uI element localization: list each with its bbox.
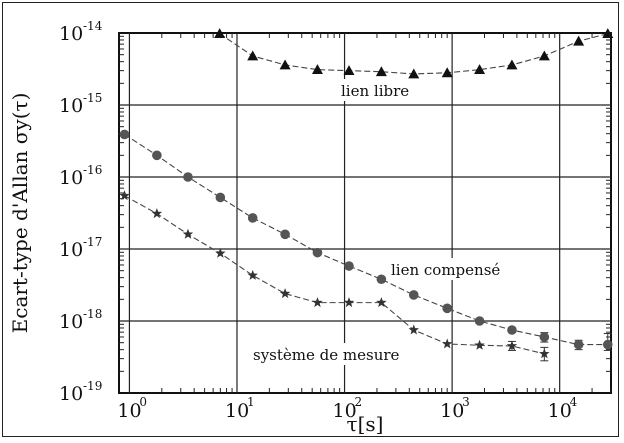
data-point-star [151, 208, 163, 219]
data-point-triangle [538, 50, 550, 61]
data-point-triangle [311, 64, 323, 75]
data-point-circle [312, 247, 323, 258]
x-tick-labels: 100 101 102 103 104 [117, 395, 577, 422]
data-point-circle [376, 274, 387, 285]
data-point-triangle [247, 50, 259, 61]
data-point-circle [344, 261, 354, 271]
x-tick-label: 100 [117, 395, 147, 422]
annotation-lien-libre: lien libre [341, 82, 409, 100]
y-tick-base: 10 [59, 383, 83, 405]
x-tick-label: 104 [548, 395, 578, 422]
y-tick-label: 10 -15 [59, 91, 102, 117]
data-point-circle [119, 129, 130, 140]
y-tick-base: 10 [59, 239, 83, 261]
data-point-triangle [279, 59, 291, 70]
x-tick-exponent: 4 [570, 395, 578, 409]
figure-frame: 10 -14 10 -15 10 -16 10 -17 10 -18 10 -19 10 0 10 1 10 2… [2, 2, 619, 437]
series-line-syst-me-de-mesure [124, 195, 545, 355]
data-point-triangle [343, 65, 355, 76]
y-tick-base: 10 [59, 311, 83, 333]
data-point-circle [183, 172, 193, 182]
annotation-bg-lien-libre [337, 79, 449, 101]
x-tick-label: 103 [440, 395, 470, 422]
x-axis-title: τ[s] [347, 412, 384, 436]
data-point-star [312, 297, 323, 308]
data-point-circle [507, 325, 517, 335]
y-tick-label: 10 -18 [59, 307, 102, 333]
data-point-circle [573, 339, 584, 350]
x-tick-exponent: 3 [462, 395, 470, 409]
y-tick-base: 10 [59, 23, 83, 45]
data-point-star [408, 324, 419, 335]
series-syst-me-de-mesure [119, 190, 550, 362]
data-point-triangle [214, 28, 226, 39]
y-tick-exponent: -18 [83, 307, 102, 321]
y-tick-label: 10 -16 [59, 163, 102, 189]
data-point-circle [602, 339, 613, 350]
annotation-systeme-de-mesure: système de mesure [253, 346, 400, 364]
x-tick-exponent: 2 [355, 395, 363, 409]
data-point-triangle [441, 67, 453, 78]
data-point-circle [408, 290, 419, 300]
data-point-triangle [506, 59, 518, 70]
x-tick-base: 10 [333, 400, 357, 422]
data-point-star [247, 269, 258, 280]
series-layer [119, 28, 614, 362]
series-lien-compens- [119, 129, 613, 351]
grid-lines [119, 33, 612, 393]
data-point-triangle [474, 64, 486, 75]
y-tick-exponent: -15 [83, 91, 102, 105]
data-point-circle [247, 213, 258, 223]
data-point-star [474, 339, 485, 350]
y-tick-base: 10 [59, 167, 83, 189]
data-point-circle [539, 332, 550, 342]
series-lien-libre [214, 28, 614, 79]
x-tick-base: 10 [225, 400, 249, 422]
data-point-star [376, 297, 387, 308]
data-point-triangle [602, 28, 614, 39]
data-point-star [182, 228, 194, 239]
y-tick-exponent: -19 [83, 379, 102, 393]
annotation-bg-lien-compense [387, 258, 515, 280]
x-tick-base: 10 [440, 400, 464, 422]
y-tick-label: 10 -17 [59, 235, 102, 261]
y-tick-label: 10 -19 [59, 379, 102, 405]
x-tick-exponent: 0 [139, 395, 147, 409]
data-point-circle [215, 192, 226, 203]
x-tick-base: 10 [548, 400, 572, 422]
x-tick-base: 10 [117, 400, 141, 422]
data-point-star [441, 338, 453, 349]
data-point-circle [152, 150, 162, 161]
y-tick-base: 10 [59, 95, 83, 117]
annotation-bg-systeme-de-mesure [250, 343, 408, 365]
data-point-circle [474, 316, 485, 326]
data-point-star [279, 288, 291, 299]
data-point-triangle [375, 66, 387, 77]
x-tick-label: 101 [225, 395, 255, 422]
y-tick-exponent: -16 [83, 163, 102, 177]
data-point-star [539, 348, 550, 359]
annotation-lien-compense: lien compensé [391, 261, 500, 279]
series-line-lien-compens- [124, 133, 608, 346]
y-tick-label: 10 -14 [59, 19, 103, 45]
data-point-circle [280, 229, 290, 240]
data-point-star [119, 190, 130, 201]
y-axis-title: Ecart-type d'Allan σy(τ) [8, 93, 32, 334]
data-point-star [215, 247, 226, 258]
annotations: lien libre lien compensé système de mesu… [250, 79, 515, 365]
data-point-circle [442, 303, 452, 314]
data-point-star [506, 340, 518, 351]
x-tick-label: 102 [333, 395, 363, 422]
data-point-triangle [408, 68, 420, 79]
y-tick-exponent: -17 [83, 235, 102, 249]
y-tick-exponent: -14 [83, 19, 103, 33]
data-point-star [343, 297, 355, 308]
x-tick-exponent: 1 [247, 395, 255, 409]
data-point-triangle [573, 35, 585, 46]
